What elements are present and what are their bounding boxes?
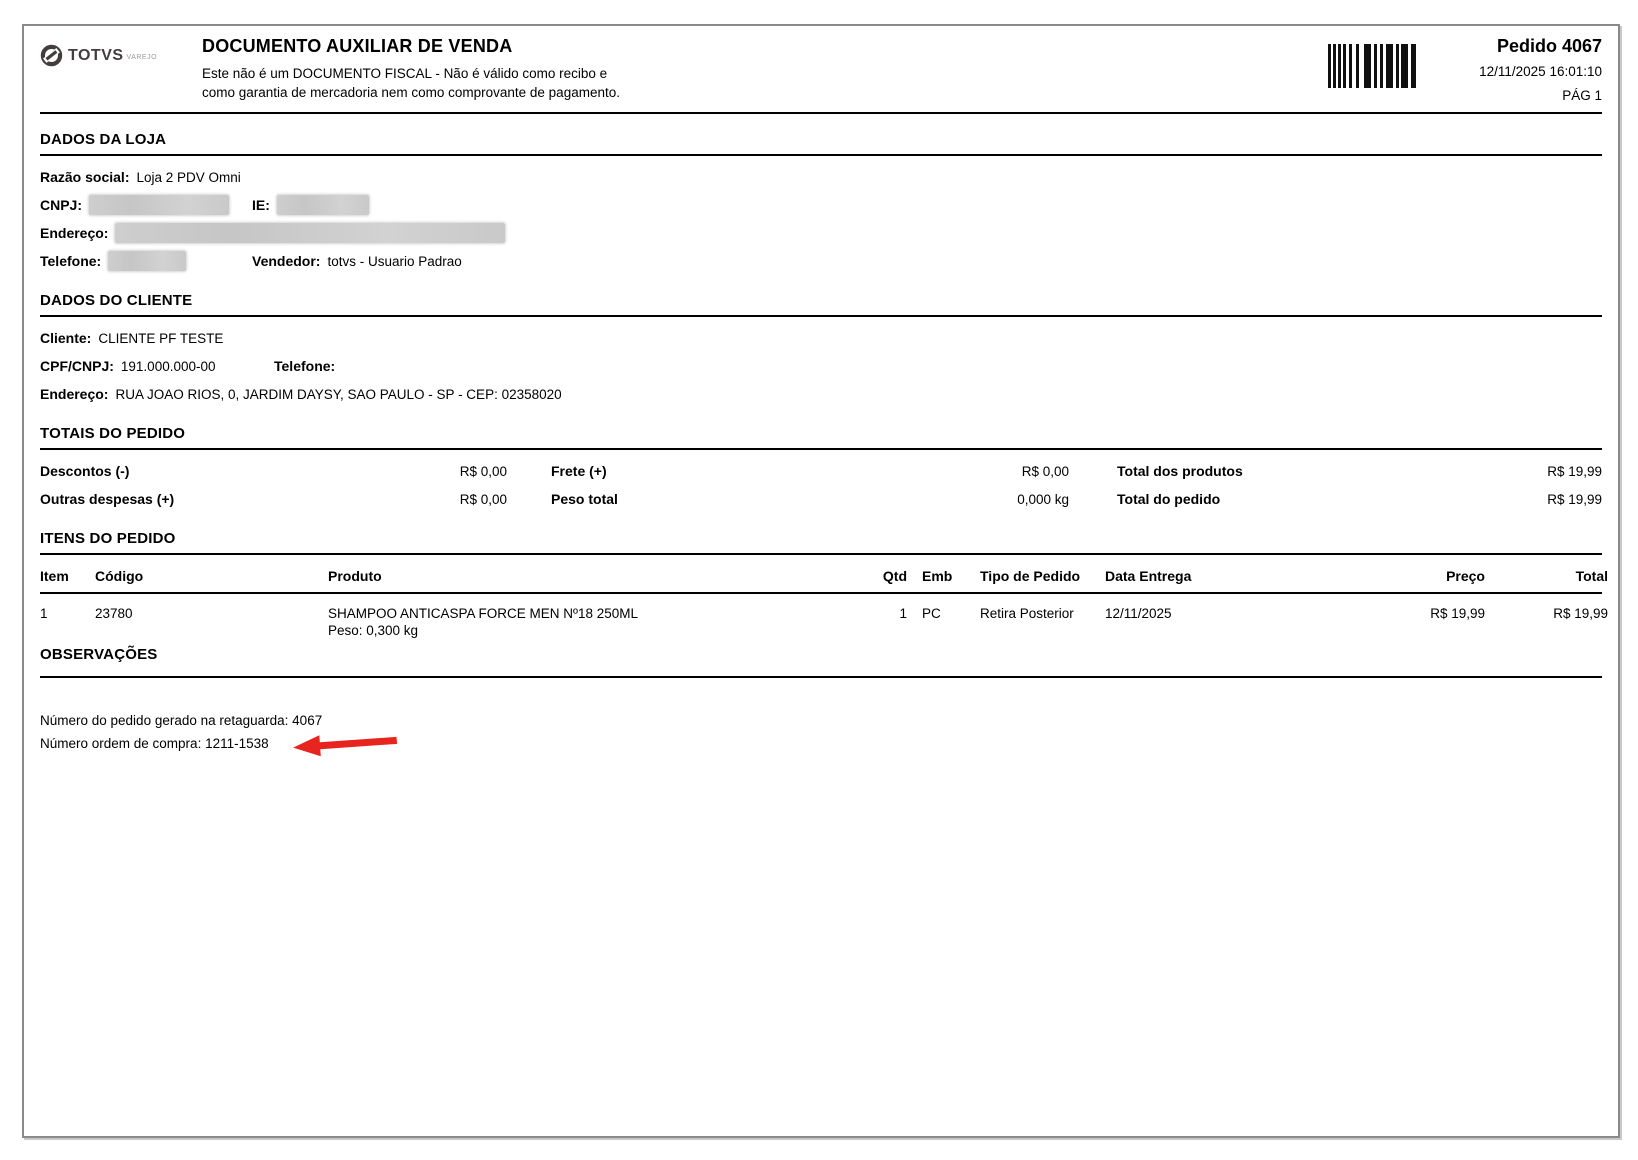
items-table-header-divider	[40, 592, 1602, 594]
order-datetime: 12/11/2025 16:01:10	[1479, 64, 1602, 79]
outras-despesas-value: R$ 0,00	[459, 491, 507, 507]
store-section-title: DADOS DA LOJA	[40, 131, 167, 148]
observations-section-divider	[40, 676, 1602, 678]
document-page: TOTVS VAREJO DOCUMENTO AUXILIAR DE VENDA…	[22, 24, 1620, 1138]
totals-section: Descontos (-) R$ 0,00 Frete (+) R$ 0,00 …	[40, 457, 1602, 513]
total-produtos-label: Total dos produtos	[1117, 463, 1243, 479]
page-indicator: PÁG 1	[1562, 88, 1602, 103]
totals-section-divider	[40, 448, 1602, 450]
totvs-logo-icon	[40, 44, 63, 67]
customer-telefone-label: Telefone:	[274, 358, 336, 374]
customer-section: Cliente: CLIENTE PF TESTE CPF/CNPJ: 191.…	[40, 324, 1602, 408]
document-title: DOCUMENTO AUXILIAR DE VENDA	[202, 36, 513, 56]
item-produto: SHAMPOO ANTICASPA FORCE MEN Nº18 250ML P…	[328, 606, 840, 638]
item-total: R$ 19,99	[1553, 606, 1608, 621]
item-qtd: 1	[899, 606, 907, 621]
col-qtd: Qtd	[882, 568, 907, 584]
vendedor-label: Vendedor:	[252, 253, 321, 269]
order-number: Pedido 4067	[1496, 36, 1602, 56]
observations-text: Número do pedido gerado na retaguarda: 4…	[40, 711, 1602, 757]
item-codigo: 23780	[95, 606, 133, 621]
item-data-entrega: 12/11/2025	[1105, 606, 1172, 621]
items-table-header: Item Código Produto Qtd Emb Tipo de Pedi…	[40, 564, 1608, 588]
item-row: 1 23780 SHAMPOO ANTICASPA FORCE MEN Nº18…	[40, 606, 1608, 638]
total-pedido-label: Total do pedido	[1117, 491, 1221, 507]
peso-total-label: Peso total	[551, 491, 618, 507]
items-section-title: ITENS DO PEDIDO	[40, 530, 176, 547]
customer-section-divider	[40, 315, 1602, 317]
col-preco: Preço	[1446, 568, 1485, 584]
store-section: Razão social: Loja 2 PDV Omni CNPJ: IE: …	[40, 163, 1602, 275]
disclaimer-line-1: Este não é um DOCUMENTO FISCAL - Não é v…	[202, 66, 608, 81]
vendedor-value: totvs - Usuario Padrao	[327, 253, 462, 269]
barcode	[1328, 44, 1416, 88]
frete-label: Frete (+)	[551, 463, 607, 479]
totals-row: Descontos (-) R$ 0,00 Frete (+) R$ 0,00 …	[40, 457, 1602, 485]
customer-section-title: DADOS DO CLIENTE	[40, 292, 193, 309]
col-item: Item	[40, 568, 69, 584]
store-section-divider	[40, 154, 1602, 156]
customer-endereco-label: Endereço:	[40, 386, 109, 402]
endereco-redaction-box	[115, 223, 506, 243]
ie-label: IE:	[252, 197, 270, 213]
item-preco: R$ 19,99	[1430, 606, 1485, 621]
col-emb: Emb	[922, 568, 953, 584]
red-annotation-arrow-icon	[292, 735, 397, 757]
cliente-label: Cliente:	[40, 330, 92, 346]
col-tipo-pedido: Tipo de Pedido	[980, 568, 1081, 584]
razao-social-value: Loja 2 PDV Omni	[136, 169, 241, 185]
item-number: 1	[40, 606, 48, 621]
col-produto: Produto	[328, 568, 382, 584]
header-divider	[40, 112, 1602, 114]
title-block: DOCUMENTO AUXILIAR DE VENDA Este não é u…	[202, 36, 620, 102]
descontos-label: Descontos (-)	[40, 463, 130, 479]
document-disclaimer: Este não é um DOCUMENTO FISCAL - Não é v…	[202, 64, 620, 102]
item-tipo-pedido: Retira Posterior	[980, 606, 1074, 621]
item-emb: PC	[922, 606, 941, 621]
observation-line-1: Número do pedido gerado na retaguarda: 4…	[40, 713, 323, 728]
totals-row: Outras despesas (+) R$ 0,00 Peso total 0…	[40, 485, 1602, 513]
total-pedido-value: R$ 19,99	[1547, 491, 1602, 507]
totals-section-title: TOTAIS DO PEDIDO	[40, 425, 186, 442]
razao-social-label: Razão social:	[40, 169, 130, 185]
totvs-logo-text: TOTVS	[68, 46, 124, 64]
customer-endereco-value: RUA JOAO RIOS, 0, JARDIM DAYSY, SAO PAUL…	[115, 386, 562, 402]
totvs-logo: TOTVS VAREJO	[40, 36, 192, 67]
peso-total-value: 0,000 kg	[1017, 491, 1069, 507]
document-header: TOTVS VAREJO DOCUMENTO AUXILIAR DE VENDA…	[40, 36, 1602, 105]
observation-line-2: Número ordem de compra: 1211-1538	[40, 736, 269, 751]
ie-redaction-box	[276, 195, 369, 215]
cpf-cnpj-value: 191.000.000-00	[120, 358, 216, 374]
total-produtos-value: R$ 19,99	[1547, 463, 1602, 479]
item-produto-peso: Peso: 0,300 kg	[328, 623, 419, 638]
descontos-value: R$ 0,00	[459, 463, 507, 479]
store-telefone-label: Telefone:	[40, 253, 102, 269]
store-endereco-label: Endereço:	[40, 225, 109, 241]
col-codigo: Código	[95, 568, 144, 584]
order-info-block: Pedido 4067 12/11/2025 16:01:10 PÁG 1	[1452, 36, 1602, 105]
col-data-entrega: Data Entrega	[1105, 568, 1192, 584]
items-section-divider	[40, 553, 1602, 555]
observations-section-title: OBSERVAÇÕES	[40, 646, 158, 663]
item-produto-nome: SHAMPOO ANTICASPA FORCE MEN Nº18 250ML	[328, 606, 639, 621]
disclaimer-line-2: como garantia de mercadoria nem como com…	[202, 85, 620, 100]
cnpj-label: CNPJ:	[40, 197, 83, 213]
outras-despesas-label: Outras despesas (+)	[40, 491, 175, 507]
col-total: Total	[1575, 568, 1608, 584]
telefone-redaction-box	[108, 251, 187, 271]
totvs-logo-tagline: VAREJO	[126, 53, 158, 61]
cliente-value: CLIENTE PF TESTE	[98, 330, 224, 346]
frete-value: R$ 0,00	[1021, 463, 1069, 479]
cpf-cnpj-label: CPF/CNPJ:	[40, 358, 114, 374]
cnpj-redaction-box	[89, 195, 230, 215]
